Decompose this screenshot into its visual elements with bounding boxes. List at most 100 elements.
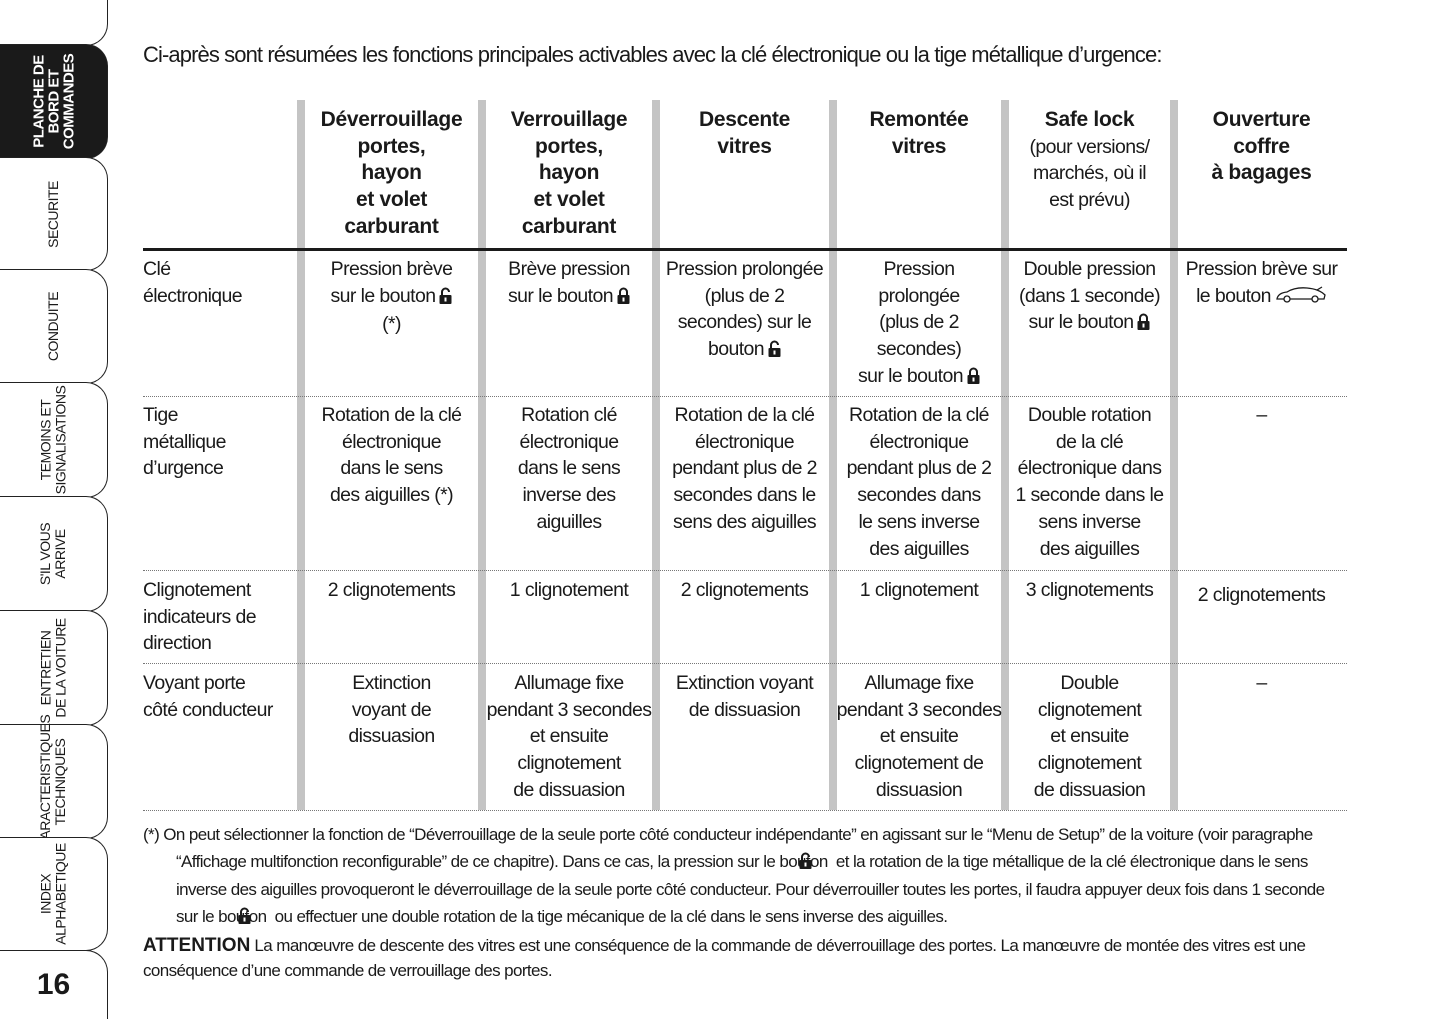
column-header: Ouverture coffre à bagages xyxy=(1174,107,1349,187)
attention-label: ATTENTION xyxy=(143,935,251,956)
row-header: Voyant porte côté conducteur xyxy=(143,670,298,723)
cell-text: 1 clignotement xyxy=(509,579,629,601)
chapter-tab[interactable]: CARACTERISTIQUES TECHNIQUES xyxy=(0,714,108,849)
row-label: Voyant porte côté conducteur xyxy=(143,672,273,721)
column-title: Ouverture coffre à bagages xyxy=(1211,108,1312,185)
column-subtitle: (pour versions/ marchés, où il est prévu… xyxy=(1029,135,1151,212)
page-number: 16 xyxy=(0,950,108,1019)
cell-text: Pression prolongée (plus de 2 secondes) … xyxy=(665,258,824,361)
footnote: (*) On peut sélectionner la fonction de … xyxy=(143,822,1348,932)
chapter-tab[interactable]: SECURITE xyxy=(0,157,108,271)
table-cell: Rotation de la clé électronique pendant … xyxy=(654,402,835,536)
row-header: Clignotement indicateurs de direction xyxy=(143,577,298,657)
column-title: Descente vitres xyxy=(699,108,790,158)
cell-text: Double pression (dans 1 seconde) sur le … xyxy=(1018,258,1161,334)
lock-icon xyxy=(967,365,980,392)
table-cell: 1 clignotement xyxy=(831,577,1007,604)
chapter-tab-label: CARACTERISTIQUES TECHNIQUES xyxy=(37,714,69,849)
cell-text: Pression brève sur le bouton xyxy=(330,258,453,307)
row-label: Tige métallique d’urgence xyxy=(143,404,226,480)
table-cell: 2 clignotements xyxy=(1172,582,1351,609)
cell-text: Extinction voyant de dissuasion xyxy=(348,672,435,748)
column-title: Verrouillage portes, hayon et volet carb… xyxy=(510,108,628,238)
table-cell: Rotation clé électronique dans le sens i… xyxy=(480,402,658,536)
column-divider xyxy=(297,100,305,810)
cell-text: 2 clignotements xyxy=(680,579,809,601)
row-divider xyxy=(143,810,1347,811)
cell-text: Pression prolongée (plus de 2 secondes) … xyxy=(858,258,964,387)
table-cell: Extinction voyant de dissuasion xyxy=(654,670,835,723)
cell-text: 2 clignotements xyxy=(1197,584,1326,606)
chapter-tab-label: S'IL VOUS ARRIVE xyxy=(37,522,69,586)
cell-text: Extinction voyant de dissuasion xyxy=(675,672,814,721)
table-cell: Allumage fixe pendant 3 secondes et ensu… xyxy=(480,670,658,804)
lock-open-icon xyxy=(439,285,452,312)
row-header: Clé électronique xyxy=(143,256,298,309)
chapter-tab[interactable]: INDEX ALPHABETIQUE xyxy=(0,837,108,951)
attention-note: ATTENTION La manœuvre de descente des vi… xyxy=(143,933,1348,983)
cell-text: Allumage fixe pendant 3 secondes et ensu… xyxy=(836,672,1002,801)
chapter-tab-label: ENTRETIEN DE LA VOITURE xyxy=(37,618,69,718)
chapter-tab[interactable]: S'IL VOUS ARRIVE xyxy=(0,496,108,612)
chapter-tab[interactable] xyxy=(0,0,108,46)
table-cell: Rotation de la clé électronique pendant … xyxy=(831,402,1007,562)
chapter-tab[interactable]: CONDUITE xyxy=(0,269,108,384)
chapter-tab-label: CONDUITE xyxy=(45,291,61,362)
attention-text: La manœuvre de descente des vitres est u… xyxy=(143,936,1306,980)
intro-text: Ci-après sont résumées les fonctions pri… xyxy=(143,42,1162,67)
table-cell: Pression brève sur le bouton xyxy=(1172,256,1351,311)
column-title: Safe lock xyxy=(1044,108,1135,131)
car-trunk-icon xyxy=(1275,284,1327,312)
table-cell: – xyxy=(1172,402,1351,429)
chapter-tab-label: SECURITE xyxy=(44,180,61,248)
column-header: Déverrouillage portes, hayon et volet ca… xyxy=(301,107,482,241)
row-header: Tige métallique d’urgence xyxy=(143,402,298,482)
cell-note: (*) xyxy=(382,313,401,336)
cell-text: – xyxy=(1256,404,1267,426)
column-divider xyxy=(1170,100,1178,810)
lock-icon xyxy=(1137,311,1150,338)
table-cell: 3 clignotements xyxy=(1003,577,1176,604)
cell-text: Double clignotement et ensuite clignotem… xyxy=(1033,672,1146,801)
cell-text: Rotation de la clé électronique pendant … xyxy=(672,404,817,533)
table-cell: Brève pression sur le bouton xyxy=(480,256,658,311)
column-header: Verrouillage portes, hayon et volet carb… xyxy=(482,107,656,241)
row-divider xyxy=(143,663,1347,664)
table-cell: Double pression (dans 1 seconde) sur le … xyxy=(1003,256,1176,338)
cell-text: – xyxy=(1256,672,1267,694)
footnote-text: ou effectuer une double rotation de la t… xyxy=(274,906,948,926)
column-header: Safe lock (pour versions/ marchés, où il… xyxy=(1005,107,1174,214)
cell-text: Allumage fixe pendant 3 secondes et ensu… xyxy=(486,672,652,801)
cell-text: Double rotation de la clé électronique d… xyxy=(1015,404,1164,560)
row-divider xyxy=(143,570,1347,571)
table-cell: Double rotation de la clé électronique d… xyxy=(1003,402,1176,562)
table-cell: Allumage fixe pendant 3 secondes et ensu… xyxy=(831,670,1007,804)
table-cell: 2 clignotements xyxy=(299,577,484,604)
chapter-tab-label: TEMOINS ET SIGNALISATIONS xyxy=(37,385,69,495)
chapter-tab-label: PLANCHE DE BORD ET COMMANDES xyxy=(30,53,77,150)
table-cell: Double clignotement et ensuite clignotem… xyxy=(1003,670,1176,804)
column-title: Déverrouillage portes, hayon et volet ca… xyxy=(320,108,463,238)
cell-text: Rotation clé électronique dans le sens i… xyxy=(517,404,621,533)
table-cell: Pression prolongée (plus de 2 secondes) … xyxy=(654,256,835,365)
row-label: Clé électronique xyxy=(143,258,243,307)
table-cell: Rotation de la clé électronique dans le … xyxy=(299,402,484,509)
cell-text: Rotation de la clé électronique pendant … xyxy=(846,404,992,560)
column-divider xyxy=(478,100,486,810)
chapter-tab[interactable]: PLANCHE DE BORD ET COMMANDES xyxy=(0,44,108,159)
table-cell: Pression prolongée (plus de 2 secondes) … xyxy=(831,256,1007,392)
chapter-tab-label: INDEX ALPHABETIQUE xyxy=(37,843,69,945)
cell-text: 2 clignotements xyxy=(327,579,456,601)
chapter-tab[interactable]: TEMOINS ET SIGNALISATIONS xyxy=(0,382,108,498)
column-header: Remontée vitres xyxy=(833,107,1005,160)
row-label: Clignotement indicateurs de direction xyxy=(143,579,257,655)
cell-text: 1 clignotement xyxy=(859,579,979,601)
row-divider xyxy=(143,396,1347,397)
chapter-tabs: PLANCHE DE BORD ET COMMANDES SECURITE COND… xyxy=(0,0,110,1019)
row-divider xyxy=(143,248,1347,251)
cell-text: Pression brève sur le bouton xyxy=(1185,258,1338,307)
chapter-tab[interactable]: ENTRETIEN DE LA VOITURE xyxy=(0,610,108,726)
lock-open-icon xyxy=(768,338,781,365)
cell-text: 3 clignotements xyxy=(1025,579,1154,601)
table-cell: Pression brève sur le bouton (*) xyxy=(299,256,484,338)
